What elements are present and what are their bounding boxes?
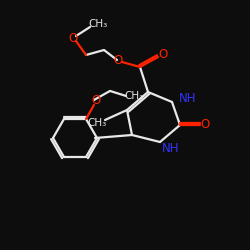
Text: O: O xyxy=(158,48,168,62)
Text: CH₃: CH₃ xyxy=(88,19,108,29)
Text: O: O xyxy=(92,94,100,108)
Text: CH₃: CH₃ xyxy=(88,118,106,128)
Text: NH: NH xyxy=(162,142,180,156)
Text: O: O xyxy=(68,32,78,44)
Text: NH: NH xyxy=(179,92,196,106)
Text: O: O xyxy=(200,118,209,132)
Text: CH₃: CH₃ xyxy=(124,91,144,101)
Text: O: O xyxy=(114,54,122,68)
